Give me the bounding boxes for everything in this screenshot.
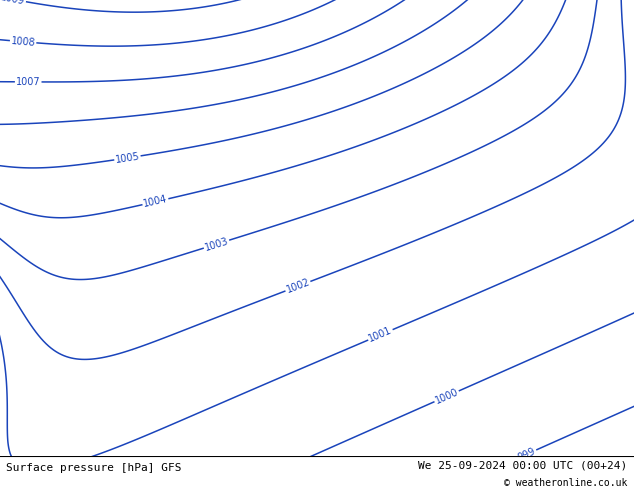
Text: 1004: 1004 [143, 194, 169, 209]
Text: 1007: 1007 [16, 77, 41, 87]
Text: © weatheronline.co.uk: © weatheronline.co.uk [504, 478, 628, 488]
Text: 1001: 1001 [367, 325, 394, 344]
Text: Surface pressure [hPa] GFS: Surface pressure [hPa] GFS [6, 463, 182, 473]
Text: 999: 999 [517, 446, 538, 463]
Text: We 25-09-2024 00:00 UTC (00+24): We 25-09-2024 00:00 UTC (00+24) [418, 460, 628, 470]
Text: 1009: 1009 [0, 0, 26, 6]
Text: 1008: 1008 [11, 36, 36, 48]
Text: 1003: 1003 [204, 236, 230, 252]
Text: 1005: 1005 [115, 151, 140, 165]
Text: 1000: 1000 [434, 387, 460, 406]
Text: 1002: 1002 [285, 277, 311, 295]
